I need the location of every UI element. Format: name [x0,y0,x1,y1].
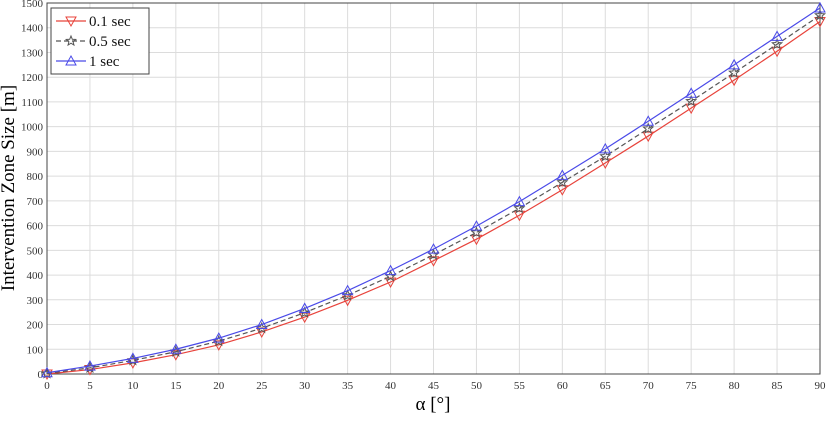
y-tick-label: 700 [27,196,44,208]
x-tick-label: 40 [385,380,397,392]
data-point [298,306,311,318]
data-point [427,243,440,254]
data-point [771,30,783,41]
series-line [46,7,821,374]
x-tick-label: 50 [471,380,483,392]
data-point [556,185,569,196]
y-tick-label: 400 [27,270,44,282]
data-point [341,295,354,307]
y-tick-label: 600 [27,221,44,233]
y-tick-label: 100 [27,344,44,356]
data-point [470,220,483,231]
legend-marker [65,54,77,66]
data-point [728,75,740,87]
x-tick-label: 75 [686,380,698,392]
data-point [255,318,268,330]
x-tick-label: 45 [428,380,440,392]
data-point [771,46,783,58]
data-point [513,195,526,207]
x-tick-label: 5 [87,380,93,392]
x-tick-label: 55 [514,380,526,392]
data-point [513,201,526,214]
data-point [41,366,53,378]
x-tick-label: 25 [256,380,268,392]
y-tick-label: 800 [27,171,44,183]
legend-marker [65,16,77,28]
data-point [642,115,655,126]
y-tick-label: 1300 [21,47,44,59]
y-tick-label: 1200 [21,72,44,84]
data-point [169,343,182,354]
y-tick-label: 1400 [21,23,44,35]
data-point [642,131,655,143]
legend-label: 0.1 sec [89,14,131,30]
y-tick-label: 1000 [21,122,44,134]
x-tick-label: 35 [342,380,354,392]
data-point [685,103,698,115]
data-point [728,58,740,70]
series-line [46,14,821,375]
y-tick-label: 0 [38,369,44,381]
x-tick-label: 60 [557,380,569,392]
data-point [341,289,354,301]
y-tick-label: 500 [27,245,44,257]
x-tick-label: 70 [643,380,655,392]
x-tick-label: 85 [772,380,784,392]
data-point [642,122,655,134]
data-point [513,210,526,222]
y-tick-label: 1100 [21,97,43,109]
x-tick-label: 0 [44,380,50,392]
y-tick-label: 900 [27,146,44,158]
data-point [127,352,139,363]
x-tick-label: 80 [729,380,741,392]
data-point [212,332,225,343]
legend-label: 0.5 sec [89,34,131,50]
series-line [46,21,821,375]
x-tick-label: 15 [170,380,182,392]
x-tick-label: 90 [815,380,827,392]
plot-frame [46,2,821,375]
x-tick-label: 30 [299,380,311,392]
data-point [814,1,826,13]
data-point [470,226,483,238]
data-point [298,302,311,313]
data-point [599,142,612,154]
data-point [599,150,612,162]
legend-marker [64,34,78,47]
x-tick-label: 10 [127,380,139,392]
data-point [84,360,96,371]
y-tick-label: 200 [27,320,44,332]
data-point [813,9,827,21]
data-point [556,169,569,180]
data-point [556,175,569,188]
data-point [728,66,741,78]
data-point [771,37,784,50]
data-point [341,284,354,296]
legend-label: 1 sec [89,54,120,70]
data-point [685,87,698,98]
y-axis-label: Intervention Zone Size [m] [0,85,19,291]
data-point [685,94,698,107]
x-tick-label: 20 [213,380,225,392]
x-axis-label: α [°] [416,394,451,415]
data-point [384,264,397,276]
y-tick-label: 1500 [21,0,44,10]
y-tick-label: 300 [27,295,44,307]
x-tick-label: 65 [600,380,612,392]
